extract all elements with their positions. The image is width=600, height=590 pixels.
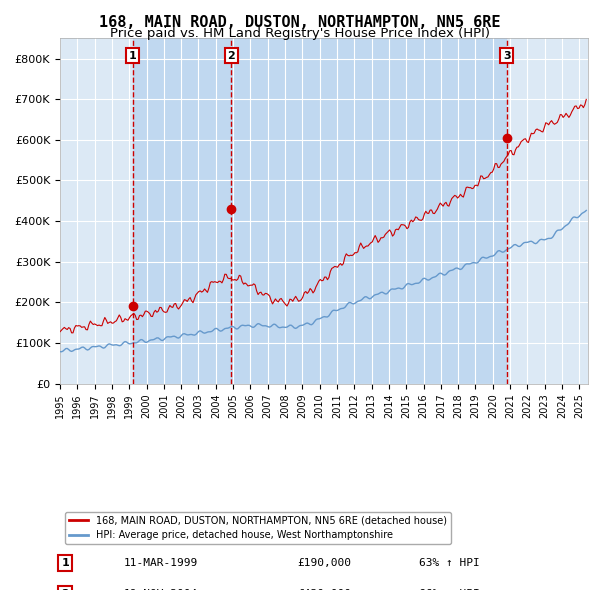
Bar (133, 38, 231, 384)
Text: £190,000: £190,000 (298, 558, 352, 568)
Text: 63% ↑ HPI: 63% ↑ HPI (419, 558, 480, 568)
Text: 3: 3 (503, 51, 511, 61)
Text: 66% ↑ HPI: 66% ↑ HPI (419, 589, 480, 590)
Text: 2: 2 (61, 589, 69, 590)
Text: 2: 2 (227, 51, 235, 61)
Text: 11-MAR-1999: 11-MAR-1999 (124, 558, 197, 568)
Text: 168, MAIN ROAD, DUSTON, NORTHAMPTON, NN5 6RE: 168, MAIN ROAD, DUSTON, NORTHAMPTON, NN5… (99, 15, 501, 30)
Text: 19-NOV-2004: 19-NOV-2004 (124, 589, 197, 590)
Text: 1: 1 (61, 558, 69, 568)
Text: £430,000: £430,000 (298, 589, 352, 590)
Legend: 168, MAIN ROAD, DUSTON, NORTHAMPTON, NN5 6RE (detached house), HPI: Average pric: 168, MAIN ROAD, DUSTON, NORTHAMPTON, NN5… (65, 512, 451, 545)
Text: Price paid vs. HM Land Registry's House Price Index (HPI): Price paid vs. HM Land Registry's House … (110, 27, 490, 40)
Text: 1: 1 (128, 51, 136, 61)
Bar (231, 38, 507, 384)
